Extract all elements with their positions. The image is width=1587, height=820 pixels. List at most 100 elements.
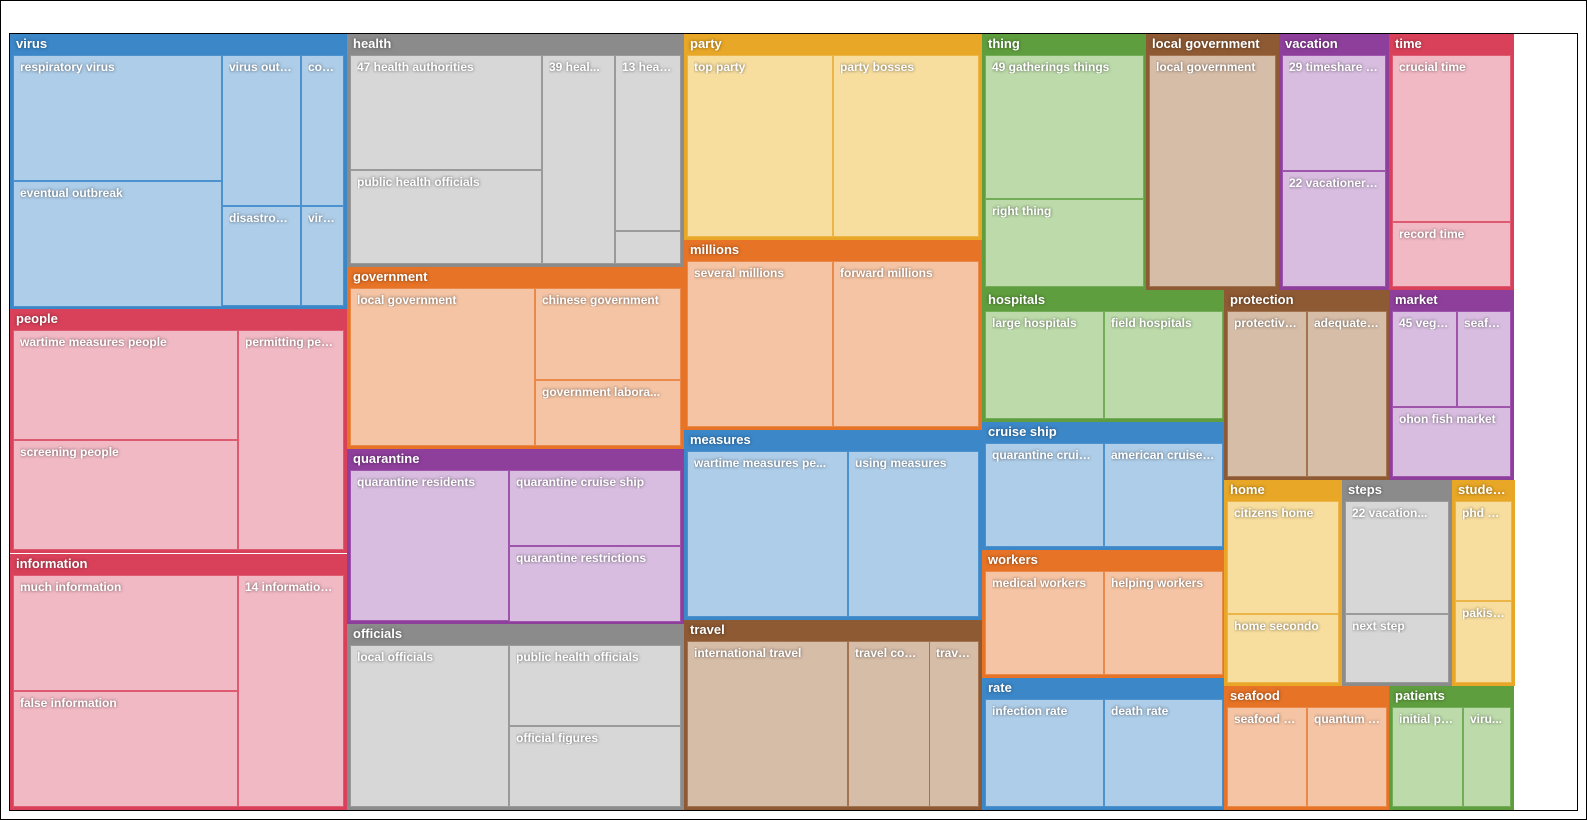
treemap-group-header[interactable]: seafood [1224, 686, 1389, 704]
treemap-cell[interactable]: seafood... [1457, 311, 1511, 407]
treemap-group-header[interactable]: party [684, 34, 982, 52]
treemap-cell[interactable]: wartime measures pe... [687, 451, 848, 617]
treemap-cell[interactable]: american cruise ship [1104, 443, 1223, 547]
treemap-group-body: crucial timerecord time [1389, 52, 1514, 290]
treemap-cell[interactable]: medical workers [985, 571, 1104, 675]
treemap-cell[interactable]: crucial time [1392, 55, 1511, 222]
treemap-cell[interactable]: record time [1392, 222, 1511, 287]
treemap-cell[interactable]: local government [1149, 55, 1276, 287]
treemap-group-header[interactable]: steps [1342, 480, 1452, 498]
treemap-cell[interactable]: virus outbreak [222, 55, 301, 206]
treemap-group-header[interactable]: people [10, 309, 347, 327]
treemap-cell[interactable]: chinese government [535, 288, 681, 380]
treemap-group-header[interactable]: travel [684, 620, 982, 638]
treemap-group-header[interactable]: virus [10, 34, 347, 52]
treemap-cell[interactable]: quantum s... [1307, 707, 1387, 807]
treemap-group-header[interactable]: quarantine [347, 449, 684, 467]
treemap-cell[interactable]: top party [687, 55, 833, 237]
treemap-cell[interactable]: government labora... [535, 380, 681, 446]
treemap-cell[interactable]: coron... [301, 55, 344, 206]
treemap-group-body: 29 timeshare vac...22 vacationer steps [1279, 52, 1389, 290]
treemap-cell[interactable]: death rate [1104, 699, 1223, 807]
treemap-cell[interactable]: field hospitals [1104, 311, 1223, 419]
treemap-cell-label: 49 gatherings things [992, 60, 1137, 74]
treemap-cell[interactable]: several millions [687, 261, 833, 427]
treemap-cell[interactable]: using measures [848, 451, 979, 617]
treemap-cell[interactable] [615, 231, 681, 264]
treemap-cell[interactable]: viru... [1463, 707, 1511, 807]
treemap-cell[interactable]: 14 information s... [238, 575, 344, 807]
treemap-group-header[interactable]: information [10, 554, 347, 572]
treemap-cell[interactable]: public health officials [509, 645, 681, 726]
treemap-cell[interactable]: 45 vegeta... [1392, 311, 1457, 407]
treemap-cell[interactable]: much information [13, 575, 238, 691]
treemap-group-header[interactable]: market [1389, 290, 1514, 308]
treemap-cell[interactable]: public health officials [350, 170, 542, 264]
treemap-cell[interactable]: international travel [687, 641, 848, 807]
treemap-cell-label: infection rate [992, 704, 1097, 718]
treemap-cell[interactable]: initial pati... [1392, 707, 1463, 807]
treemap-group-body: citizens homehome secondo [1224, 498, 1342, 686]
treemap-cell[interactable]: home secondo [1227, 614, 1339, 683]
treemap-cell[interactable]: travel comp... [848, 641, 930, 807]
treemap-cell[interactable]: large hospitals [985, 311, 1104, 419]
treemap-group-header[interactable]: rate [982, 678, 1225, 696]
treemap-group-header[interactable]: millions [684, 240, 982, 258]
treemap-group-header[interactable]: home [1224, 480, 1342, 498]
treemap-cell[interactable]: adequate ... [1307, 311, 1387, 477]
treemap-cell[interactable]: quarantine cruise ... [985, 443, 1104, 547]
treemap-cell[interactable]: respiratory virus [13, 55, 222, 181]
treemap-group-header[interactable]: officials [347, 624, 684, 642]
treemap-cell[interactable]: party bosses [833, 55, 979, 237]
treemap-group-header[interactable]: measures [684, 430, 982, 448]
treemap-cell[interactable]: 22 vacationer steps [1282, 171, 1386, 287]
treemap-cell[interactable]: infection rate [985, 699, 1104, 807]
treemap-group-header[interactable]: patients [1389, 686, 1514, 704]
treemap-group-header[interactable]: protection [1224, 290, 1389, 308]
treemap-cell[interactable]: next step [1345, 614, 1449, 683]
treemap-cell[interactable]: local officials [350, 645, 509, 807]
treemap-group-header[interactable]: time [1389, 34, 1514, 52]
treemap-cell[interactable]: false information [13, 691, 238, 807]
treemap-group-header[interactable]: health [347, 34, 684, 52]
treemap-cell[interactable]: citizens home [1227, 501, 1339, 614]
treemap-cell[interactable]: 22 vacation... [1345, 501, 1449, 614]
treemap-cell[interactable]: forward millions [833, 261, 979, 427]
treemap-cell[interactable]: pakistani st... [1455, 601, 1512, 683]
treemap-cell[interactable]: quarantine restrictions [509, 546, 681, 622]
treemap-group-header[interactable]: government [347, 267, 684, 285]
treemap-cell[interactable]: ohon fish market [1392, 407, 1511, 477]
treemap-cell[interactable]: wartime measures people [13, 330, 238, 440]
treemap-cell[interactable]: screening people [13, 440, 238, 550]
treemap-cell[interactable]: 13 health ... [615, 55, 681, 231]
treemap-cell[interactable]: disastrous ou... [222, 206, 301, 306]
treemap-cell-label: false information [20, 696, 231, 710]
treemap-group-header[interactable]: local government [1146, 34, 1279, 52]
treemap-cell[interactable]: seafood m... [1227, 707, 1307, 807]
treemap-cell[interactable]: 39 heal... [542, 55, 615, 264]
treemap-group-header[interactable]: vacation [1279, 34, 1389, 52]
treemap-cell[interactable]: 47 health authorities [350, 55, 542, 170]
treemap-group-header[interactable]: workers [982, 550, 1225, 568]
treemap-cell[interactable]: 49 gatherings things [985, 55, 1144, 199]
treemap-cell[interactable]: right thing [985, 199, 1144, 287]
treemap-cell[interactable]: local government [350, 288, 535, 446]
treemap-cell[interactable]: 29 timeshare vac... [1282, 55, 1386, 171]
treemap-group-header[interactable]: students [1452, 480, 1515, 498]
treemap-cell[interactable]: official figures [509, 726, 681, 807]
treemap-cell[interactable]: quarantine residents [350, 470, 509, 621]
treemap-cell[interactable]: travel... [929, 641, 979, 807]
treemap-group-header[interactable]: hospitals [982, 290, 1225, 308]
treemap-group: local government local government [1146, 34, 1279, 290]
treemap-group-header[interactable]: thing [982, 34, 1147, 52]
treemap-cell[interactable]: eventual outbreak [13, 181, 222, 307]
treemap-cell-label: travel comp... [855, 646, 923, 660]
treemap-group-header[interactable]: cruise ship [982, 422, 1225, 440]
treemap-cell[interactable]: helping workers [1104, 571, 1223, 675]
treemap-cell[interactable]: viruse... [301, 206, 344, 306]
treemap-cell[interactable]: quarantine cruise ship [509, 470, 681, 546]
treemap-cell[interactable]: permitting people [238, 330, 344, 550]
treemap-cell[interactable]: protective ... [1227, 311, 1307, 477]
treemap-cell-label: ohon fish market [1399, 412, 1504, 426]
treemap-cell[interactable]: phd student [1455, 501, 1512, 601]
